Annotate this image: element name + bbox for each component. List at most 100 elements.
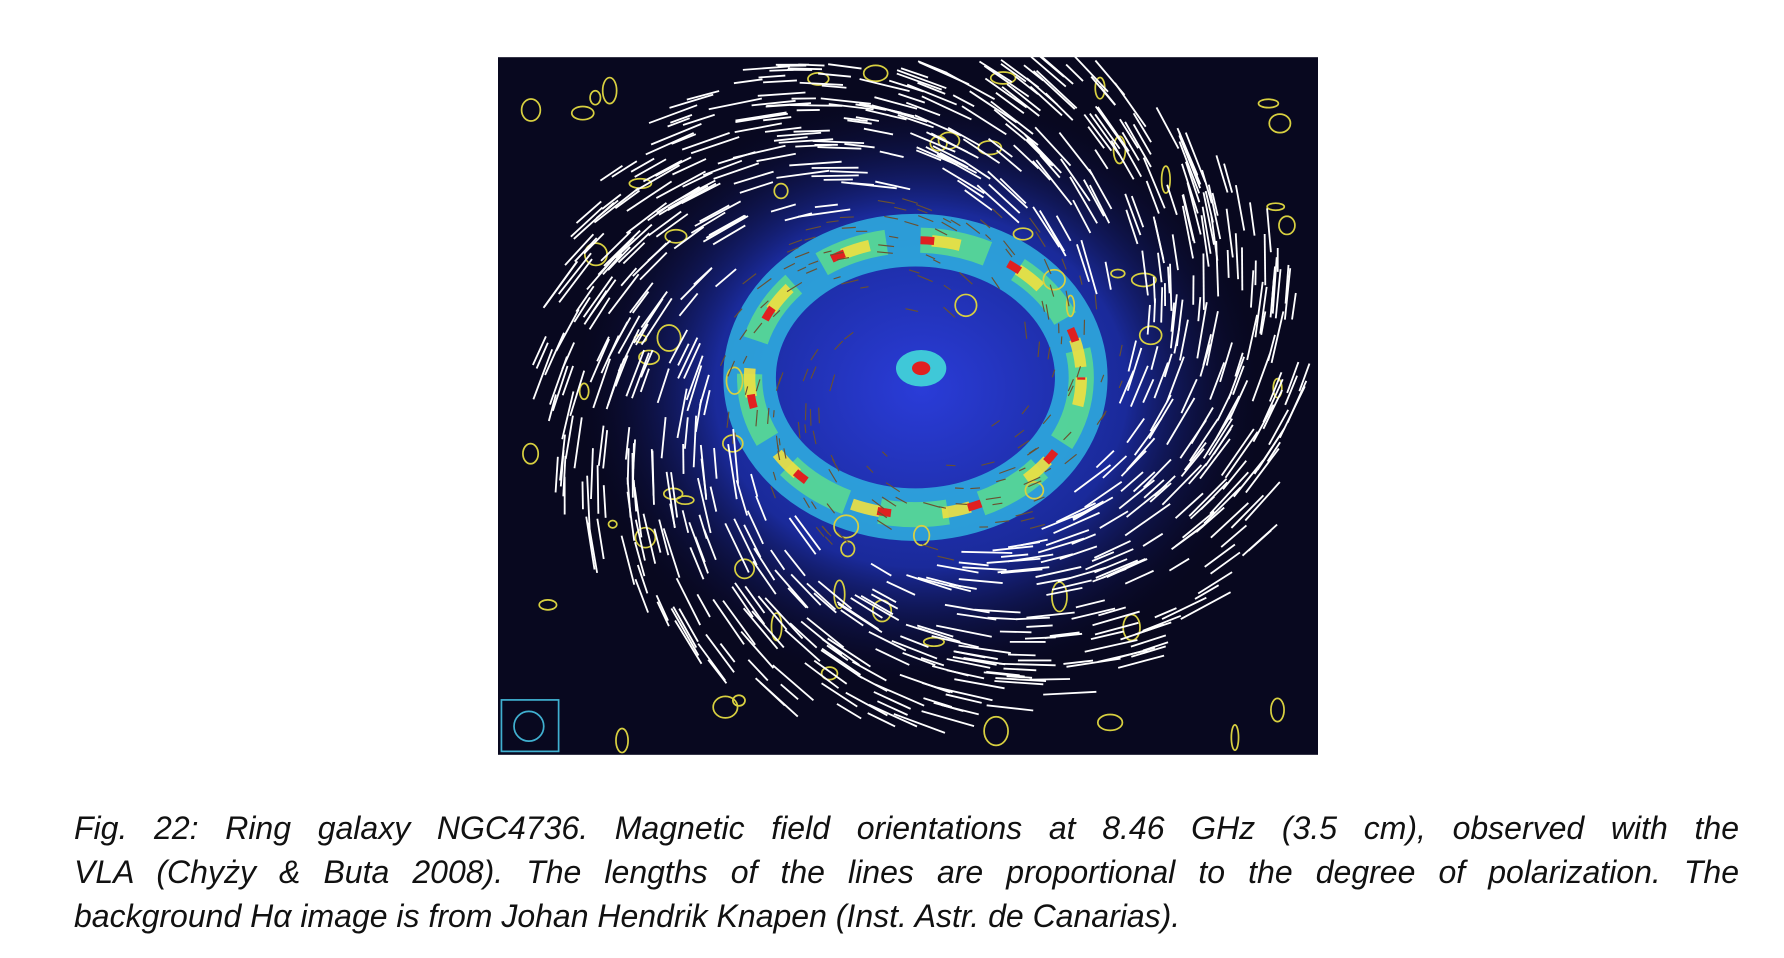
field-vector	[634, 158, 667, 178]
field-vectors	[532, 57, 1311, 734]
field-vector	[1167, 266, 1171, 294]
field-vector	[547, 394, 557, 422]
field-vector	[669, 93, 714, 109]
contour	[954, 293, 978, 318]
field-vector	[559, 450, 565, 487]
field-vector	[683, 417, 689, 449]
contour	[1270, 697, 1285, 723]
field-vector	[1166, 397, 1196, 446]
field-vector	[803, 497, 810, 509]
field-vector	[780, 683, 799, 701]
contour	[1257, 98, 1280, 109]
field-vector	[999, 662, 1056, 667]
field-vector	[1180, 591, 1232, 620]
field-vector	[805, 225, 822, 231]
field-vector	[733, 170, 774, 185]
field-vector	[991, 277, 1000, 290]
field-vector	[1000, 568, 1043, 574]
field-vector	[602, 253, 623, 276]
field-vector	[923, 697, 953, 708]
field-vector	[632, 479, 638, 512]
field-vector	[895, 496, 908, 504]
field-vector	[868, 703, 918, 728]
field-vector	[764, 597, 804, 640]
contour	[520, 98, 542, 122]
field-vector	[1035, 69, 1078, 109]
field-vector	[1219, 342, 1233, 383]
field-vector	[926, 131, 968, 153]
field-vector	[1197, 297, 1202, 322]
field-vector	[1197, 571, 1233, 595]
field-vector	[1032, 160, 1051, 181]
field-vector	[898, 93, 926, 104]
field-vector	[647, 210, 682, 237]
field-vector	[956, 612, 997, 621]
field-vector	[933, 701, 964, 713]
field-vector	[1126, 484, 1168, 518]
contour	[1138, 325, 1163, 346]
field-vector	[787, 67, 823, 71]
field-vector	[1073, 464, 1112, 493]
field-vector	[1124, 121, 1152, 168]
field-vector	[808, 260, 819, 266]
field-vector	[962, 566, 1007, 571]
field-vector	[676, 388, 688, 439]
field-vector	[868, 631, 907, 652]
field-vector	[707, 659, 728, 684]
field-vector	[936, 624, 992, 638]
field-vector	[833, 276, 841, 280]
field-vector	[817, 580, 853, 610]
field-vector	[681, 131, 730, 151]
field-vector	[947, 126, 981, 147]
contour	[1024, 481, 1045, 500]
field-vector	[978, 60, 1013, 83]
contour	[840, 540, 856, 558]
field-vector	[543, 260, 579, 307]
field-vector	[630, 157, 655, 173]
field-vector	[957, 179, 984, 199]
field-vector	[1181, 163, 1199, 214]
field-vector	[1008, 653, 1036, 657]
field-vector	[607, 273, 640, 315]
caption: Fig. 22: Ring galaxy NGC4736. Magnetic f…	[74, 806, 1739, 938]
field-vector	[772, 471, 777, 481]
field-vector	[696, 593, 711, 618]
field-vector	[631, 352, 650, 399]
field-vector	[635, 323, 649, 346]
field-vector	[1266, 441, 1281, 462]
field-vector	[1090, 76, 1116, 106]
field-vector	[1279, 385, 1306, 439]
field-vector	[992, 502, 1003, 506]
field-vector	[1270, 311, 1285, 364]
field-vector	[626, 448, 630, 485]
field-vector	[1118, 479, 1155, 510]
field-vector	[639, 251, 668, 281]
field-vector	[1035, 231, 1046, 248]
contour	[634, 526, 657, 549]
field-vector	[874, 683, 925, 707]
field-vector	[1059, 545, 1098, 561]
field-vector	[1094, 294, 1098, 310]
field-vector	[1174, 492, 1204, 519]
field-vector	[1176, 299, 1184, 347]
field-vector	[640, 349, 654, 378]
field-vector	[1142, 532, 1164, 547]
field-vector	[810, 501, 817, 510]
field-vector	[692, 415, 698, 468]
field-vector	[596, 518, 605, 560]
field-vector	[1268, 409, 1289, 446]
field-vector	[569, 370, 586, 417]
field-vector	[831, 458, 840, 472]
field-vector	[1049, 631, 1080, 637]
field-vector	[1104, 261, 1112, 290]
field-vector	[1051, 369, 1056, 378]
field-vector	[788, 517, 817, 555]
field-vector	[1199, 438, 1231, 480]
field-vector	[952, 94, 975, 108]
field-vector	[564, 415, 574, 459]
field-vector	[942, 167, 985, 195]
field-vector	[1099, 510, 1129, 529]
field-vector	[910, 132, 956, 153]
field-vector	[866, 465, 874, 473]
field-vector	[1155, 106, 1180, 149]
